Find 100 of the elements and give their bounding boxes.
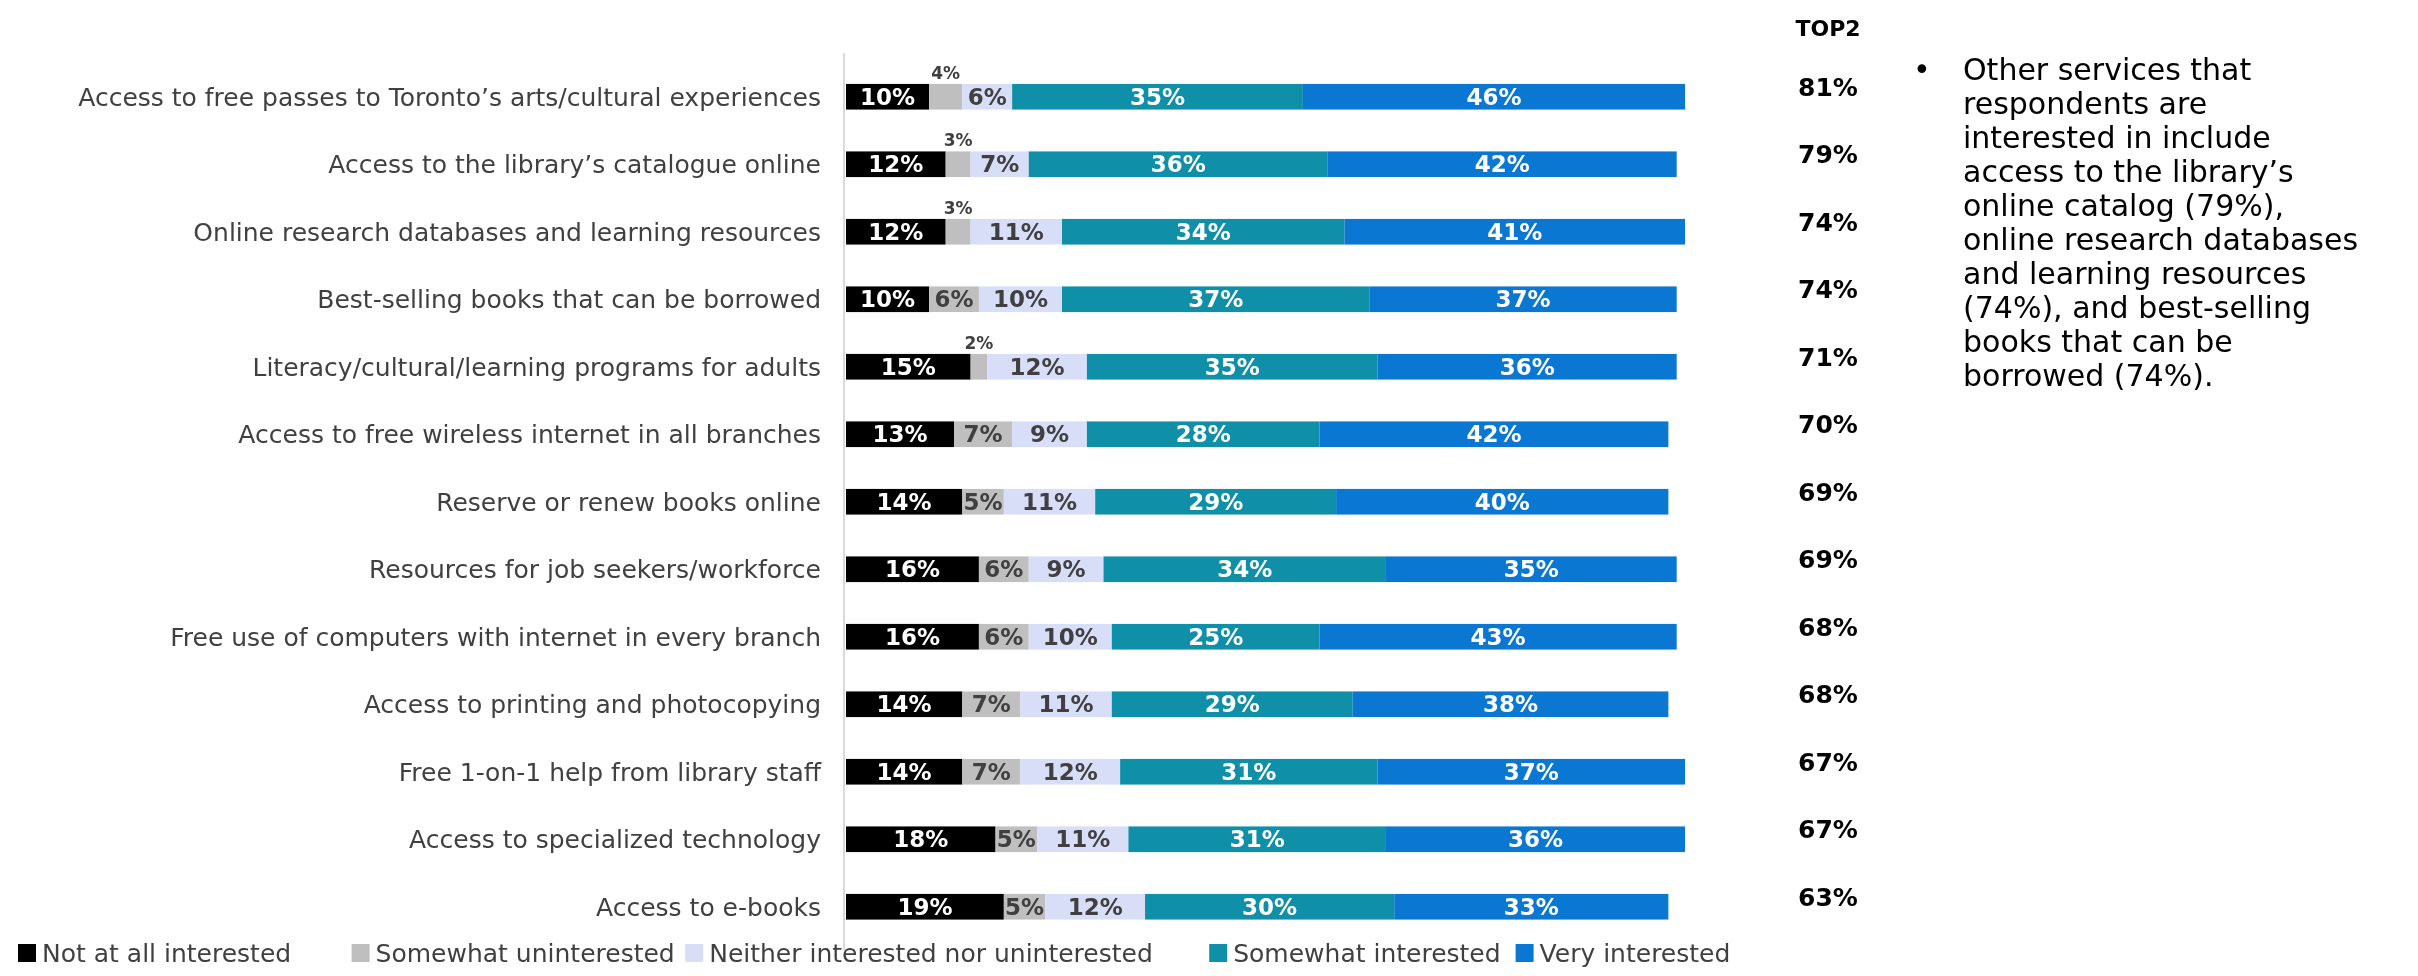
data-label: 9% <box>1046 556 1086 583</box>
data-label: 25% <box>1188 623 1244 650</box>
data-label: 35% <box>1204 353 1260 380</box>
data-label: 35% <box>1503 556 1559 583</box>
data-label: 36% <box>1507 826 1564 853</box>
text: 79% <box>1798 140 1858 169</box>
legend-label: Very interested <box>1539 938 1731 968</box>
bar <box>1336 488 1669 515</box>
bar <box>1352 691 1669 718</box>
data-label: 31% <box>1221 758 1277 785</box>
data-label: 34% <box>1175 218 1231 245</box>
text: 69% <box>1798 477 1858 507</box>
data-label: 14% <box>876 488 932 515</box>
y-tick-label: Access to free wireless internet in all branches <box>238 420 821 449</box>
data-label: 42% <box>1474 151 1530 178</box>
text: 68% <box>1798 680 1858 709</box>
bar <box>1377 353 1677 380</box>
bar <box>970 353 988 380</box>
data-label: 10% <box>860 286 916 313</box>
bar <box>1061 286 1370 313</box>
data-label: 7% <box>971 691 1011 718</box>
text: 67% <box>1798 815 1858 844</box>
data-label: 13% <box>872 421 928 448</box>
bar <box>1302 83 1685 110</box>
text: 71% <box>1798 342 1858 372</box>
data-label: 7% <box>971 758 1011 785</box>
data-label: 37% <box>1495 286 1551 313</box>
y-tick-label: Literacy/cultural/learning programs for adults <box>252 352 821 382</box>
bar <box>1111 623 1320 650</box>
text: 74% <box>1798 207 1858 237</box>
data-label: 11% <box>988 218 1044 245</box>
data-label: 3% <box>943 197 973 218</box>
text: 67% <box>1798 747 1858 777</box>
data-label: 38% <box>1483 691 1539 718</box>
y-tick-label: Free use of computers with internet in every branch <box>170 622 821 652</box>
data-label: 31% <box>1229 826 1285 853</box>
bar <box>1111 691 1353 718</box>
bar <box>1028 151 1328 178</box>
data-label: 6% <box>967 83 1007 110</box>
y-tick-label: Access to printing and photocopying <box>363 690 821 719</box>
data-label: 12% <box>1067 893 1123 920</box>
bar <box>929 83 963 110</box>
bar <box>1145 893 1395 920</box>
bar <box>1377 758 1685 785</box>
data-label: 6% <box>984 556 1024 583</box>
bar <box>1369 286 1677 313</box>
legend-label: Somewhat uninterested <box>375 938 675 968</box>
data-label: 40% <box>1474 488 1530 515</box>
bar <box>1012 83 1303 110</box>
data-label: 4% <box>931 62 961 83</box>
text: 63% <box>1798 882 1858 912</box>
data-label: 5% <box>1005 893 1045 920</box>
data-label: 43% <box>1470 623 1526 650</box>
data-label: 29% <box>1204 691 1260 718</box>
data-label: 16% <box>884 556 940 583</box>
y-tick-label: Best-selling books that can be borrowed <box>317 285 821 314</box>
data-label: 36% <box>1499 353 1555 380</box>
data-label: 16% <box>884 623 940 650</box>
data-label: 12% <box>1009 353 1065 380</box>
y-tick-label: Access to e-books <box>596 892 821 922</box>
data-label: 5% <box>963 488 1003 515</box>
data-label: 37% <box>1503 758 1559 785</box>
data-label: 19% <box>897 893 953 920</box>
legend-label: Not at all interested <box>42 938 292 968</box>
text: 70% <box>1798 410 1858 439</box>
data-label: 3% <box>943 130 973 151</box>
data-label: 36% <box>1150 151 1206 178</box>
bar <box>1319 421 1669 448</box>
y-tick-label: Resources for job seekers/workforce <box>369 555 821 584</box>
data-label: 6% <box>984 623 1024 650</box>
data-label: 11% <box>1055 826 1111 853</box>
data-label: 14% <box>876 758 932 785</box>
data-label: 5% <box>996 826 1036 853</box>
y-tick-label: Access to the library’s catalogue online <box>328 150 821 179</box>
data-label: 12% <box>1042 758 1098 785</box>
data-label: 15% <box>880 353 936 380</box>
data-label: 30% <box>1242 893 1298 920</box>
text: 74% <box>1798 275 1858 304</box>
data-label: 11% <box>1021 488 1078 515</box>
data-label: 33% <box>1503 893 1559 920</box>
data-label: 46% <box>1466 83 1522 110</box>
text: • Other services that respondents are interested in include access to the library’s online catalog (79%), online research databases and learning resources (74%), and best-selling books that can be borrowed (74%). <box>1913 52 2359 393</box>
text: TOP2 <box>1795 16 1861 41</box>
bar <box>945 218 971 245</box>
data-label: 12% <box>868 218 924 245</box>
data-label: 7% <box>980 151 1020 178</box>
data-label: 41% <box>1487 218 1543 245</box>
text: 68% <box>1798 612 1858 642</box>
data-label: 18% <box>893 826 949 853</box>
bar <box>1394 893 1669 920</box>
y-tick-label: Reserve or renew books online <box>436 487 821 517</box>
y-tick-label: Access to specialized technology <box>409 825 822 854</box>
data-label: 6% <box>934 286 974 313</box>
data-label: 10% <box>992 286 1048 313</box>
data-label: 10% <box>1042 623 1098 650</box>
data-label: 34% <box>1217 556 1273 583</box>
data-label: 42% <box>1466 421 1522 448</box>
bar <box>1086 353 1378 380</box>
data-label: 9% <box>1029 421 1070 448</box>
data-label: 28% <box>1175 421 1231 448</box>
